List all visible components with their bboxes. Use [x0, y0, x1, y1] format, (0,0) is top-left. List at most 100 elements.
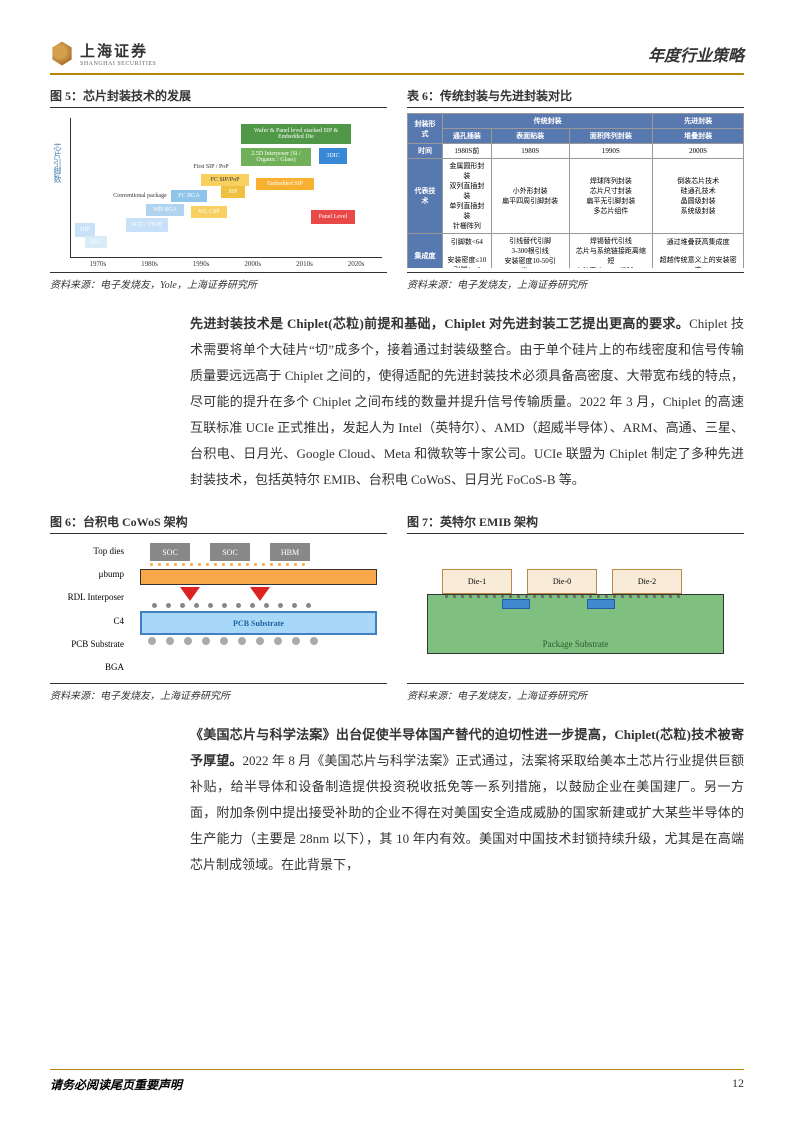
fig7-bump — [589, 595, 592, 598]
fig6-chip: SOC — [150, 543, 190, 561]
para1-bold: 先进封装技术是 Chiplet(芯粒)前提和基础，Chiplet 对先进封装工艺… — [190, 316, 689, 331]
fig7-die: Die-2 — [612, 569, 682, 594]
fig7-col: 图 7：英特尔 EMIB 架构 Package SubstrateDie-1Di… — [407, 513, 744, 702]
fig7-bump — [645, 595, 648, 598]
fig7-bump — [573, 595, 576, 598]
fig6-ubump — [190, 563, 193, 566]
fig7-emib-bridge — [587, 599, 615, 609]
tbl6-col-header: 通孔插装 — [442, 129, 491, 144]
fig7-bump — [637, 595, 640, 598]
page-footer: 请务必阅读尾页重要声明 12 — [50, 1069, 744, 1093]
arrow-down-icon — [180, 587, 200, 601]
page-header: 上海证券 SHANGHAI SECURITIES 年度行业策略 — [50, 40, 744, 75]
fig7-bump — [469, 595, 472, 598]
fig6-ubump — [302, 563, 305, 566]
tbl6-cell: 引线替代引脚 3-300根引线 安装密度10-50引线/cm² — [491, 234, 569, 269]
fig7-bump — [533, 595, 536, 598]
fig5-block: WB BGA — [146, 204, 184, 216]
arrow-down-icon — [250, 587, 270, 601]
tbl6-row-header: 代表技术 — [408, 159, 443, 234]
fig6-c4-ball — [306, 603, 311, 608]
fig6-ubump — [254, 563, 257, 566]
fig5-block: DIP — [75, 223, 95, 237]
fig6-layer-label: C4 — [50, 616, 124, 626]
fig7-bump — [597, 595, 600, 598]
fig6-bga-ball — [220, 637, 228, 645]
para1-rest: Chiplet 技术需要将单个大硅片“切”成多个，接着通过封装级整合。由于单个硅… — [190, 316, 744, 487]
fig6-pcb: PCB Substrate — [140, 611, 377, 635]
fig7-bump — [549, 595, 552, 598]
fig6-ubump — [166, 563, 169, 566]
fig6-bga-ball — [292, 637, 300, 645]
fig6-bga-ball — [148, 637, 156, 645]
fig7-emib-bridge — [502, 599, 530, 609]
fig7-diagram: Package SubstrateDie-1Die-0Die-2 — [407, 539, 744, 679]
paragraph-2: 《美国芯片与科学法案》出台促使半导体国产替代的迫切性进一步提高，Chiplet(… — [190, 722, 744, 878]
fig6-ubump — [238, 563, 241, 566]
fig6-ubump — [198, 563, 201, 566]
fig5-xtick: 2020s — [348, 260, 365, 268]
fig6-col: 图 6：台积电 CoWoS 架构 Top diesμbumpRDL Interp… — [50, 513, 387, 702]
fig7-bump — [557, 595, 560, 598]
fig5-chart: 芯片引脚数 DIPLCCSOT / TSOPConventional packa… — [50, 113, 387, 268]
footer-note: 请务必阅读尾页重要声明 — [50, 1076, 182, 1093]
tbl6-cell: 1980S前 — [442, 144, 491, 159]
fig6-c4-ball — [250, 603, 255, 608]
fig7-bump — [453, 595, 456, 598]
tbl6-cell: 通过堆叠获高集成度 超越传统意义上的安装密度 — [653, 234, 744, 269]
logo-text: 上海证券 SHANGHAI SECURITIES — [80, 40, 156, 67]
fig5-block: WL CSP — [191, 206, 227, 218]
tbl6-cell: 金属圆形封装 双列直插封装 单列直插封装 针栅阵列 — [442, 159, 491, 234]
fig6-bga-ball — [184, 637, 192, 645]
fig6-ubump — [294, 563, 297, 566]
tbl6-cell: 小外形封装 扁平四周引脚封装 — [491, 159, 569, 234]
fig6-layer-label: μbump — [50, 569, 124, 579]
fig7-bump — [653, 595, 656, 598]
fig6-c4-ball — [166, 603, 171, 608]
fig7-bump — [485, 595, 488, 598]
fig7-bump — [669, 595, 672, 598]
fig5-source: 资料来源：电子发烧友，Yole，上海证券研究所 — [50, 272, 387, 291]
fig7-bump — [445, 595, 448, 598]
fig6-ubump — [246, 563, 249, 566]
fig6-c4-ball — [194, 603, 199, 608]
table-row: 时间1980S前1980S1990S2000S — [408, 144, 744, 159]
fig7-bump — [677, 595, 680, 598]
fig7-bump — [629, 595, 632, 598]
fig5-ylabel: 芯片引脚数 — [52, 143, 63, 183]
fig6-layer-label: Top dies — [50, 546, 124, 556]
fig7-bump — [509, 595, 512, 598]
fig6-layer-label: PCB Substrate — [50, 639, 124, 649]
fig5-block: Wafer & Panel level stacked SIP & Embedd… — [241, 124, 351, 144]
row-fig6-fig7: 图 6：台积电 CoWoS 架构 Top diesμbumpRDL Interp… — [50, 513, 744, 702]
fig5-block: SIP — [221, 186, 245, 198]
fig7-bump — [565, 595, 568, 598]
fig5-plot-area: DIPLCCSOT / TSOPConventional packageWB B… — [70, 118, 382, 258]
fig7-bump — [517, 595, 520, 598]
paragraph-1: 先进封装技术是 Chiplet(芯粒)前提和基础，Chiplet 对先进封装工艺… — [190, 311, 744, 493]
fig7-bump — [581, 595, 584, 598]
fig6-layer-label: RDL Interposer — [50, 592, 124, 602]
fig6-interposer — [140, 569, 377, 585]
fig6-c4-ball — [222, 603, 227, 608]
fig6-c4-ball — [180, 603, 185, 608]
fig6-ubump — [206, 563, 209, 566]
tbl6-title: 表 6：传统封装与先进封装对比 — [407, 87, 744, 108]
tbl6-cell: 焊球阵列封装 芯片尺寸封装 扁平无引脚封装 多芯片组件 — [569, 159, 653, 234]
fig7-bump — [661, 595, 664, 598]
fig6-bga-ball — [202, 637, 210, 645]
fig5-block: Panel Level — [311, 210, 355, 224]
tbl6-group-header: 传统封装 — [442, 114, 652, 129]
fig5-block: LCC — [85, 236, 107, 248]
fig5-xtick: 1980s — [141, 260, 158, 268]
logo-icon — [50, 42, 74, 66]
fig6-source: 资料来源：电子发烧友，上海证券研究所 — [50, 683, 387, 702]
fig7-bump — [461, 595, 464, 598]
table-row: 代表技术金属圆形封装 双列直插封装 单列直插封装 针栅阵列小外形封装 扁平四周引… — [408, 159, 744, 234]
fig7-source: 资料来源：电子发烧友，上海证券研究所 — [407, 683, 744, 702]
fig6-chip: SOC — [210, 543, 250, 561]
fig6-ubump — [150, 563, 153, 566]
logo-en: SHANGHAI SECURITIES — [80, 61, 156, 67]
fig7-die: Die-1 — [442, 569, 512, 594]
fig5-xtick: 1970s — [89, 260, 106, 268]
